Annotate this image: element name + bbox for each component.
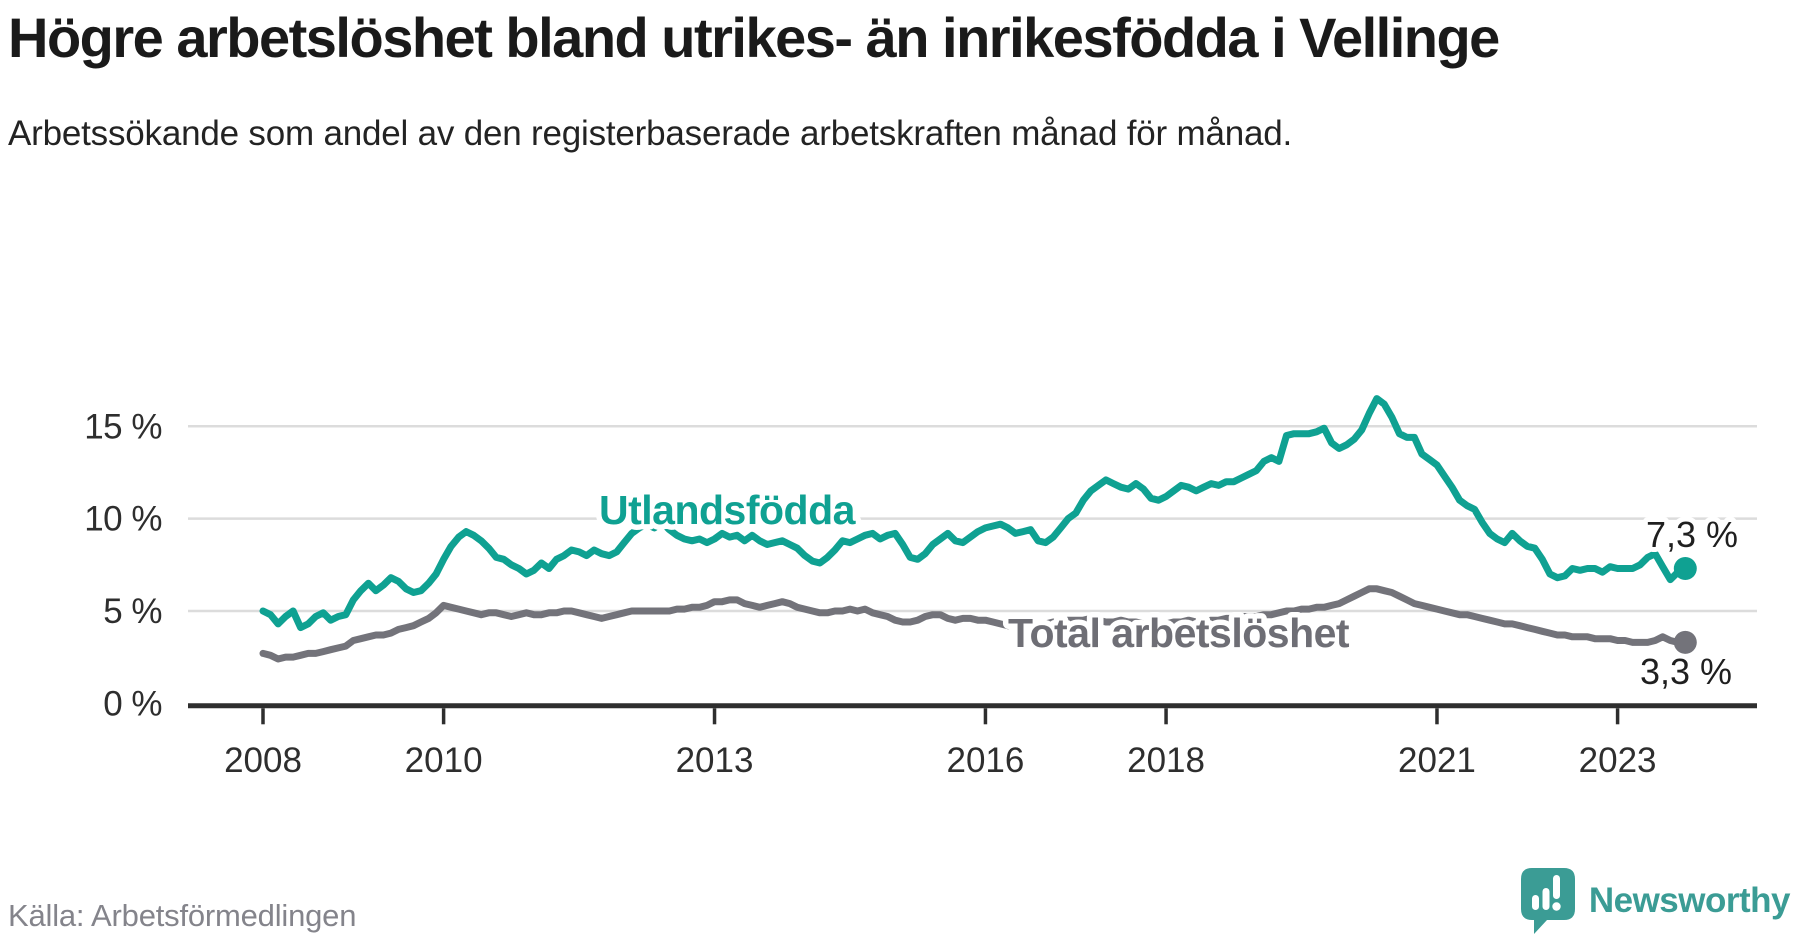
x-tick-label: 2021 <box>1398 741 1476 780</box>
x-tick-label: 2016 <box>947 741 1025 780</box>
chart-subtitle: Arbetssökande som andel av den registerb… <box>8 114 1293 154</box>
total-endpoint-dot <box>1673 630 1697 654</box>
source-label: Källa: Arbetsförmedlingen <box>8 898 357 933</box>
utlandsfodda-line <box>259 395 1689 632</box>
y-tick-label: 5 % <box>103 592 162 631</box>
page-title: Högre arbetslöshet bland utrikes- än inr… <box>8 6 1500 69</box>
x-tick-label: 2023 <box>1579 741 1657 780</box>
utlandsfodda-endpoint-dot <box>1673 557 1697 580</box>
newsworthy-logo: Newsworthy <box>1520 868 1791 934</box>
y-tick-label: 15 % <box>84 407 162 446</box>
utlandsfodda-series-label: Utlandsfödda <box>599 487 857 533</box>
x-tick-label: 2018 <box>1127 741 1205 780</box>
total-end-value-label: 3,3 % <box>1640 651 1732 692</box>
x-tick-label: 2013 <box>676 741 754 780</box>
y-tick-label: 10 % <box>84 500 162 539</box>
newsworthy-logo-icon <box>1520 868 1575 934</box>
total-line <box>259 585 1689 663</box>
total-series-label: Total arbetslöshet <box>1008 610 1350 656</box>
x-tick-label: 2010 <box>405 741 483 780</box>
chart-header: Högre arbetslöshet bland utrikes- än inr… <box>0 0 1800 159</box>
chart-footer: Källa: Arbetsförmedlingen Newsworthy <box>8 868 1791 934</box>
newsworthy-logo-text: Newsworthy <box>1588 881 1791 920</box>
utlandsfodda-end-value-label: 7,3 % <box>1646 514 1738 555</box>
y-tick-label: 0 % <box>103 684 162 723</box>
x-tick-label: 2008 <box>224 741 302 780</box>
